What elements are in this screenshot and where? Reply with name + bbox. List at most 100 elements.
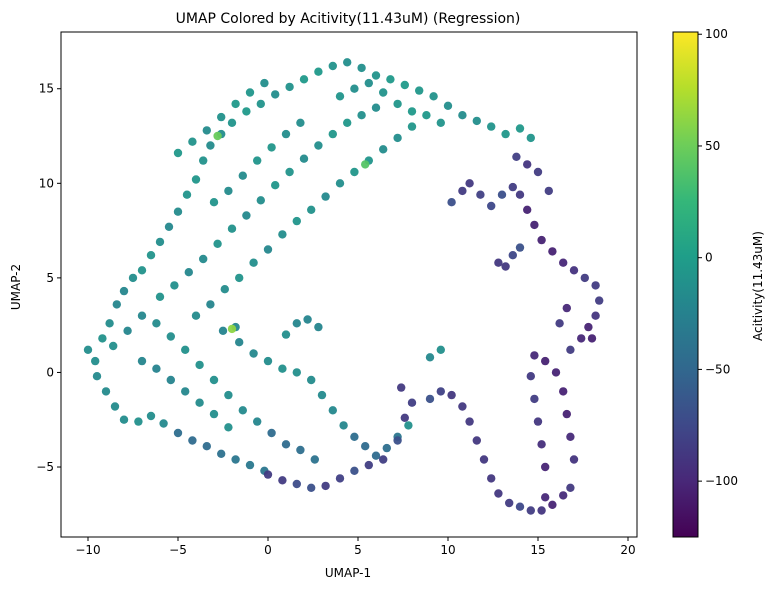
scatter-point [263, 356, 273, 366]
scatter-point [443, 101, 453, 111]
scatter-point [523, 160, 532, 169]
scatter-point [217, 449, 226, 458]
scatter-point [146, 411, 156, 421]
scatter-point [188, 436, 197, 445]
scatter-point [487, 474, 496, 483]
scatter-point [292, 368, 301, 377]
x-tick-label: 5 [354, 543, 362, 557]
scatter-point [164, 222, 174, 231]
scatter-point [321, 481, 330, 491]
scatter-point [559, 491, 568, 500]
scatter-point [361, 442, 370, 451]
scatter-point [335, 179, 345, 188]
scatter-point [339, 421, 348, 430]
scatter-point [494, 489, 503, 498]
scatter-point [591, 311, 600, 320]
scatter-point [591, 281, 600, 290]
scatter-point [400, 80, 409, 90]
scatter-point [209, 198, 219, 207]
scatter-point [155, 292, 165, 301]
scatter-point [425, 394, 435, 404]
scatter-point [328, 406, 337, 415]
scatter-point [137, 266, 147, 275]
scatter-point [299, 75, 309, 84]
scatter-point [292, 319, 301, 328]
scatter-point [379, 455, 388, 464]
x-axis-label: UMAP-1 [325, 566, 371, 580]
scatter-point [465, 179, 474, 188]
scatter-point [299, 154, 309, 163]
scatter-point [253, 156, 262, 165]
scatter-point [209, 409, 219, 419]
scatter-point [112, 300, 122, 309]
scatter-point [515, 502, 525, 511]
scatter-point [184, 268, 193, 277]
colorbar-tick-label: 50 [705, 139, 720, 153]
scatter-point [256, 196, 265, 205]
scatter-point [335, 474, 345, 483]
scatter-point [508, 251, 517, 260]
scatter-point [191, 311, 201, 320]
scatter-point [206, 141, 215, 150]
scatter-point [224, 390, 233, 400]
scatter-point [245, 460, 255, 470]
scatter-point [357, 63, 366, 73]
scatter-point [559, 387, 568, 396]
scatter-point [350, 167, 359, 177]
scatter-point [458, 111, 467, 120]
scatter-point [458, 186, 467, 196]
scatter-point [584, 322, 593, 332]
scatter-point [548, 247, 557, 256]
scatter-point [458, 402, 467, 411]
scatter-point [195, 360, 204, 370]
scatter-point [404, 421, 413, 430]
scatter-point [479, 455, 489, 464]
scatter-point [134, 417, 143, 426]
scatter-point [98, 334, 107, 343]
scatter-point [249, 258, 258, 267]
scatter-point [242, 211, 251, 220]
scatter-point [371, 451, 381, 460]
scatter-point [181, 345, 190, 354]
scatter-point [91, 356, 100, 366]
scatter-point [191, 175, 201, 184]
x-tick-label: −10 [75, 543, 100, 557]
scatter-point [238, 406, 247, 415]
scatter-point [551, 368, 561, 377]
scatter-point [515, 124, 525, 133]
scatter-point [566, 483, 575, 492]
y-tick-label: 10 [39, 176, 54, 190]
scatter-point [310, 455, 319, 464]
scatter-point [335, 92, 345, 101]
scatter-point [397, 383, 406, 392]
scatter-point [343, 58, 352, 67]
scatter-point [249, 349, 258, 358]
scatter-point [307, 483, 316, 492]
scatter-point [128, 273, 138, 283]
scatter-point [501, 262, 510, 271]
scatter-point [422, 111, 431, 120]
scatter-point [530, 351, 539, 360]
scatter-point [472, 436, 481, 445]
scatter-point [199, 156, 208, 165]
chart-title: UMAP Colored by Acitivity(11.43uM) (Regr… [176, 11, 521, 27]
colorbar-tick-label: −50 [705, 362, 730, 376]
scatter-point [109, 341, 118, 351]
scatter-point [530, 220, 539, 230]
scatter-point [314, 67, 323, 76]
axes-frame [60, 31, 638, 538]
x-tick-label: −5 [169, 543, 187, 557]
scatter-point [494, 258, 503, 267]
x-tick-label: 15 [530, 543, 545, 557]
scatter-point [213, 239, 222, 248]
scatter-point [364, 460, 373, 470]
scatter-point [110, 402, 120, 411]
scatter-point [559, 258, 568, 267]
scatter-point [199, 254, 208, 264]
scatter-point [314, 322, 323, 332]
scatter-point [209, 375, 219, 385]
scatter-point [562, 303, 571, 313]
scatter-point [364, 78, 373, 88]
scatter-point [429, 92, 438, 101]
scatter-point [526, 133, 535, 143]
